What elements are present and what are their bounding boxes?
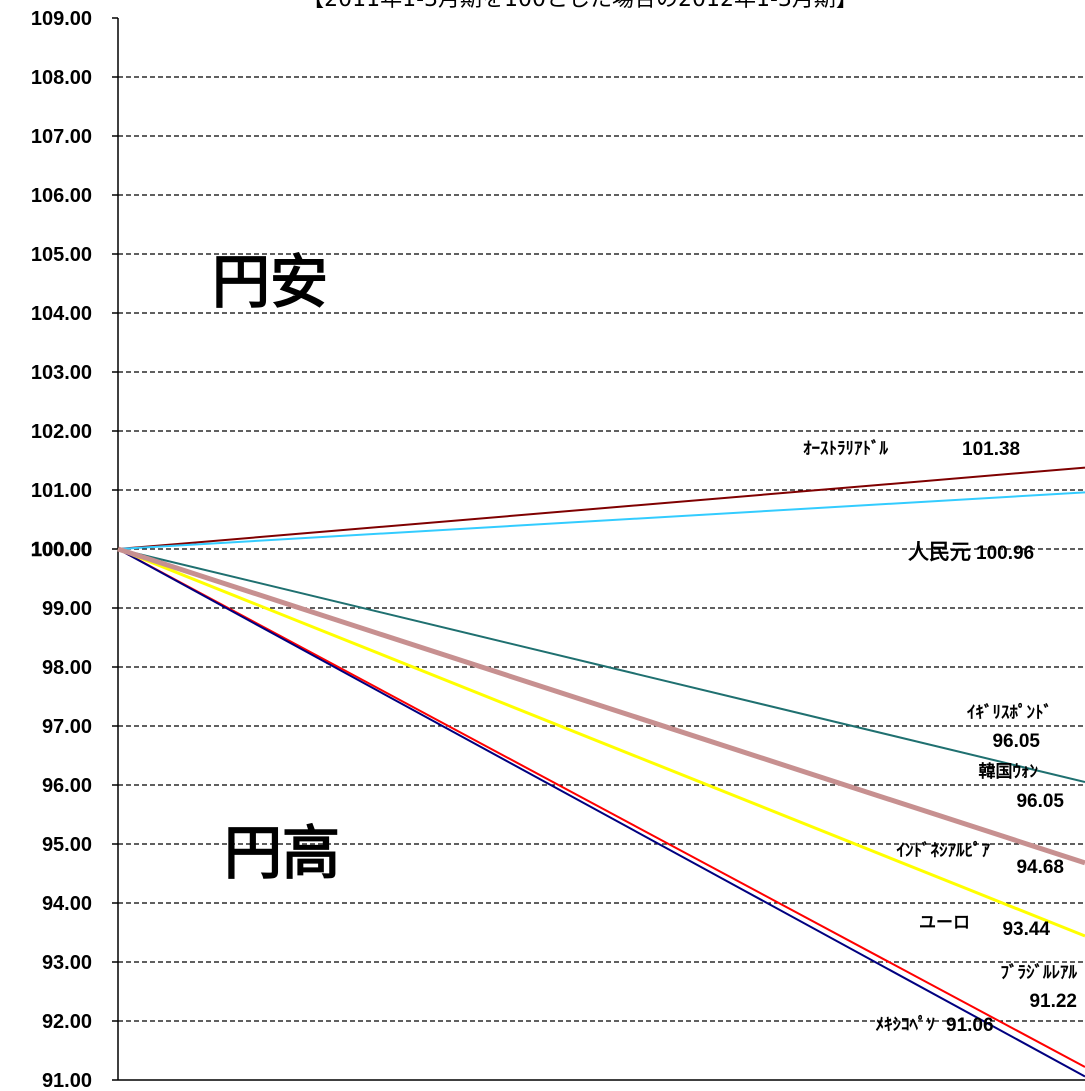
series-value-label-7: 91.06 bbox=[946, 1015, 994, 1036]
region-label-yen-strong: 円高 bbox=[224, 819, 340, 887]
series-line-5 bbox=[117, 548, 1085, 1068]
series-value-label-1: 100.96 bbox=[976, 543, 1034, 564]
series-label-0: ｵｰｽﾄﾗﾘｱﾄﾞﾙ bbox=[803, 438, 888, 459]
y-tick-label: 92.00 bbox=[42, 1011, 92, 1033]
series-line-6 bbox=[117, 548, 1085, 1078]
y-tick-label: 97.00 bbox=[42, 716, 92, 738]
series-value-label-3: 96.05 bbox=[1016, 791, 1064, 812]
series-lines bbox=[117, 466, 1085, 1078]
y-tick-label: 107.00 bbox=[31, 126, 92, 148]
series-value-label-5: 93.44 bbox=[1002, 919, 1050, 940]
series-labels: ｵｰｽﾄﾗﾘｱﾄﾞﾙ 101.38 人民元 100.96 ｲｷﾞﾘｽﾎﾟﾝﾄﾞ 96.05… bbox=[803, 438, 1077, 1036]
series-label-6: ﾌﾞﾗｼﾞﾙﾚｱﾙ bbox=[1001, 962, 1078, 983]
y-tick-label: 94.00 bbox=[42, 893, 92, 915]
series-line-4 bbox=[117, 547, 1085, 938]
y-tick-label: 91.00 bbox=[42, 1070, 92, 1091]
series-value-label-6: 91.22 bbox=[1029, 991, 1077, 1012]
series-label-5: ユーロ bbox=[919, 913, 970, 933]
y-tick-label: 95.00 bbox=[42, 834, 92, 856]
series-label-7: ﾒｷｼｺﾍﾟｿ bbox=[876, 1014, 936, 1035]
series-label-2: ｲｷﾞﾘｽﾎﾟﾝﾄﾞ bbox=[967, 702, 1052, 723]
series-label-1: 人民元 bbox=[908, 540, 971, 564]
y-tick-label: 99.00 bbox=[42, 598, 92, 620]
series-line-2 bbox=[117, 548, 1085, 784]
series-value-label-2: 96.05 bbox=[992, 731, 1040, 752]
series-label-3: 韓国ｳｫﾝ bbox=[979, 761, 1039, 782]
y-tick-label: 108.00 bbox=[31, 67, 92, 89]
y-tick-label: 101.00 bbox=[31, 480, 92, 502]
y-tick-label: 109.00 bbox=[31, 8, 92, 30]
chart-title: 【2011年1-3月期を100とした場合の2012年1-3月期】 bbox=[302, 0, 858, 12]
series-label-4: ｲﾝﾄﾞﾈｼｱﾙﾋﾟｱ bbox=[897, 840, 991, 861]
y-tick-label: 105.00 bbox=[31, 244, 92, 266]
y-tick-label: 102.00 bbox=[31, 421, 92, 443]
y-tick-label: 98.00 bbox=[42, 657, 92, 679]
y-tick-label: 100.00 bbox=[31, 539, 92, 561]
y-axis-tick-labels: 91.00 92.00 93.00 94.00 95.00 96.00 97.00 98.00… bbox=[31, 8, 93, 1091]
y-tick-label: 103.00 bbox=[31, 362, 92, 384]
y-tick-label: 106.00 bbox=[31, 185, 92, 207]
series-value-label-0: 101.38 bbox=[962, 439, 1020, 460]
y-tick-label: 96.00 bbox=[42, 775, 92, 797]
series-line-3 bbox=[117, 546, 1085, 866]
gridlines bbox=[118, 76, 1085, 1022]
series-value-label-4: 94.68 bbox=[1016, 857, 1064, 878]
y-tick-label: 93.00 bbox=[42, 952, 92, 974]
region-label-yen-weak: 円安 bbox=[212, 248, 328, 316]
y-tick-label: 104.00 bbox=[31, 303, 92, 325]
series-line-0 bbox=[117, 466, 1085, 550]
series-line-1 bbox=[117, 491, 1085, 550]
